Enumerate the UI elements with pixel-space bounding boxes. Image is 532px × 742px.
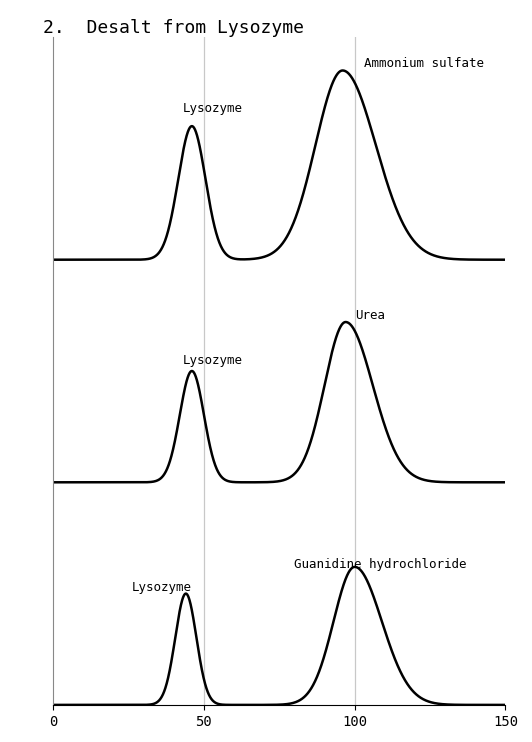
Text: Lysozyme: Lysozyme	[131, 580, 192, 594]
Text: 2.  Desalt from Lysozyme: 2. Desalt from Lysozyme	[43, 19, 304, 36]
Text: Urea: Urea	[355, 309, 385, 322]
Text: Lysozyme: Lysozyme	[183, 353, 243, 367]
Text: Ammonium sulfate: Ammonium sulfate	[364, 57, 484, 70]
Text: Lysozyme: Lysozyme	[183, 102, 243, 115]
Text: Guanidine hydrochloride: Guanidine hydrochloride	[294, 558, 467, 571]
